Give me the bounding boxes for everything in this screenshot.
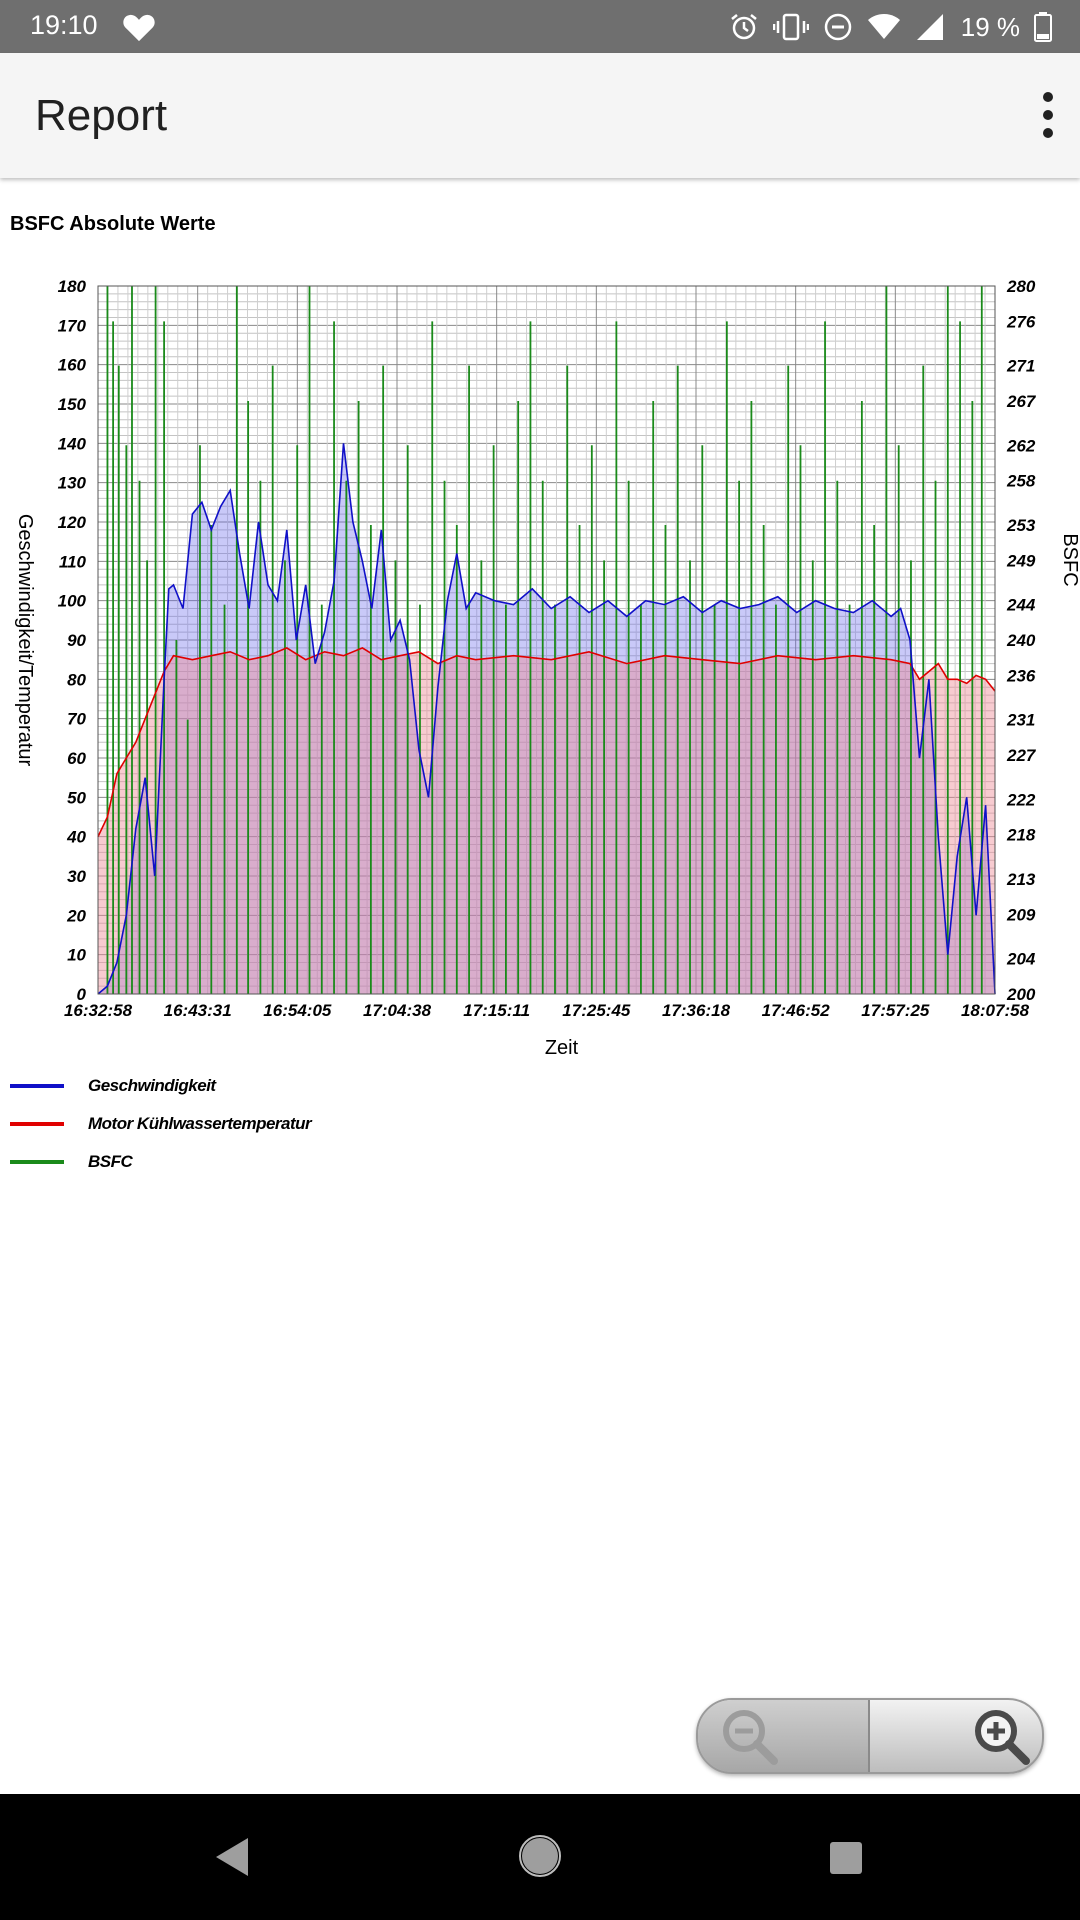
back-triangle-icon[interactable]	[212, 1834, 252, 1880]
zoom-control	[696, 1698, 1044, 1774]
y-tick-label-right: 262	[1006, 436, 1036, 455]
y-tick-label-left: 60	[67, 749, 86, 768]
zoom-in-icon	[975, 1710, 1030, 1765]
y-tick-label-left: 110	[59, 552, 87, 571]
chart[interactable]: 0 10 20 30 40 50 60 70 80 90 100 110 120 130 140 150 160…	[0, 260, 1080, 1060]
zoom-out-icon	[723, 1710, 778, 1765]
y-tick-label-left: 20	[66, 906, 86, 925]
y-tick-label-right: 218	[1006, 826, 1036, 845]
status-icons: 19 %	[729, 11, 1052, 43]
legend-item: BSFC	[10, 1150, 410, 1188]
y-tick-label-right: 209	[1006, 905, 1036, 924]
y-tick-label-right: 204	[1006, 950, 1036, 969]
y-tick-label-left: 130	[58, 474, 87, 493]
y-tick-label-left: 140	[58, 434, 87, 453]
do-not-disturb-icon	[824, 13, 851, 41]
y-tick-label-left: 30	[67, 867, 86, 886]
x-tick-label: 16:54:05	[263, 1001, 332, 1020]
alarm-icon	[730, 14, 757, 40]
y-tick-label-right: 280	[1006, 277, 1036, 296]
y-tick-label-left: 120	[58, 513, 87, 532]
y-axis-title-left: Geschwindigkeit/Temperatur	[14, 514, 36, 767]
y-tick-label-right: 258	[1006, 472, 1036, 491]
page-title: Report	[35, 91, 168, 140]
y-tick-label-left: 40	[66, 828, 86, 847]
y-tick-label-left: 80	[67, 670, 86, 689]
y-tick-label-left: 100	[58, 592, 87, 611]
y-tick-label-right: 227	[1006, 746, 1037, 765]
y-tick-label-right: 213	[1006, 870, 1036, 889]
x-tick-label: 18:07:58	[961, 1001, 1030, 1020]
legend-label: Motor Kühlwassertemperatur	[88, 1114, 312, 1133]
y-tick-label-left: 180	[58, 277, 87, 296]
y-tick-label-left: 70	[67, 710, 86, 729]
legend-label: Geschwindigkeit	[88, 1076, 216, 1095]
x-tick-label: 16:43:31	[164, 1001, 232, 1020]
x-tick-label: 17:15:11	[463, 1001, 530, 1020]
y-tick-label-right: 236	[1006, 666, 1036, 685]
home-circle-icon[interactable]	[518, 1834, 562, 1878]
series-area-motor-kuehlwassertemperatur	[98, 647, 995, 994]
x-tick-label: 17:46:52	[762, 1001, 831, 1020]
nav-bar	[0, 1794, 1080, 1920]
y-tick-label-left: 170	[58, 316, 87, 335]
y-tick-label-left: 50	[67, 788, 86, 807]
y-tick-label-left: 10	[67, 946, 86, 965]
status-bar: 19:10 19 %	[0, 0, 1080, 53]
legend-swatch	[10, 1084, 64, 1088]
y-tick-label-right: 249	[1006, 551, 1036, 570]
more-vert-icon[interactable]	[1028, 83, 1068, 147]
heart-icon	[123, 14, 155, 42]
wifi-icon	[867, 14, 900, 39]
x-axis-title: Zeit	[545, 1037, 579, 1059]
zoom-out-button[interactable]	[698, 1700, 870, 1772]
y-tick-label-left: 150	[58, 395, 87, 414]
y-tick-label-right: 244	[1006, 596, 1036, 615]
series-bsfc	[106, 286, 983, 994]
y-tick-label-right: 267	[1006, 392, 1037, 411]
vibrate-icon	[772, 13, 809, 41]
chart-title: BSFC Absolute Werte	[10, 213, 216, 235]
y-tick-label-left: 90	[67, 631, 86, 650]
plot-border	[97, 285, 996, 995]
x-tick-label: 17:04:38	[363, 1001, 432, 1020]
y-tick-label-right: 253	[1006, 516, 1036, 535]
legend: Geschwindigkeit Motor Kühlwassertemperatu…	[10, 1074, 410, 1188]
signal-icon	[916, 14, 943, 40]
series-line-geschwindigkeit	[97, 443, 996, 995]
y-tick-label-right: 240	[1006, 631, 1036, 650]
legend-item: Motor Kühlwassertemperatur	[10, 1112, 410, 1150]
legend-swatch	[10, 1122, 64, 1126]
y-tick-label-left: 0	[77, 985, 87, 1004]
legend-item: Geschwindigkeit	[10, 1074, 410, 1112]
y-tick-label-left: 160	[58, 356, 87, 375]
y-tick-label-right: 276	[1006, 312, 1036, 331]
y-tick-label-right: 271	[1006, 357, 1035, 376]
x-tick-label: 16:32:58	[64, 1001, 133, 1020]
y-axis-title-right: BSFC	[1059, 533, 1080, 586]
app-bar: Report	[0, 53, 1080, 178]
x-tick-label: 17:57:25	[861, 1001, 930, 1020]
series-line-motor-kuehlwassertemperatur	[97, 647, 996, 838]
y-tick-label-right: 200	[1006, 985, 1036, 1004]
battery-percentage: 19 %	[960, 11, 1020, 42]
x-tick-label: 17:25:45	[562, 1001, 631, 1020]
status-time: 19:10	[30, 10, 98, 40]
x-tick-label: 17:36:18	[662, 1001, 731, 1020]
legend-swatch	[10, 1160, 64, 1164]
y-tick-label-right: 222	[1006, 790, 1036, 809]
zoom-in-button[interactable]	[870, 1700, 1042, 1772]
legend-label: BSFC	[88, 1152, 133, 1171]
battery-icon	[1034, 12, 1052, 42]
y-tick-label-right: 231	[1006, 711, 1035, 730]
recents-square-icon[interactable]	[828, 1840, 864, 1876]
